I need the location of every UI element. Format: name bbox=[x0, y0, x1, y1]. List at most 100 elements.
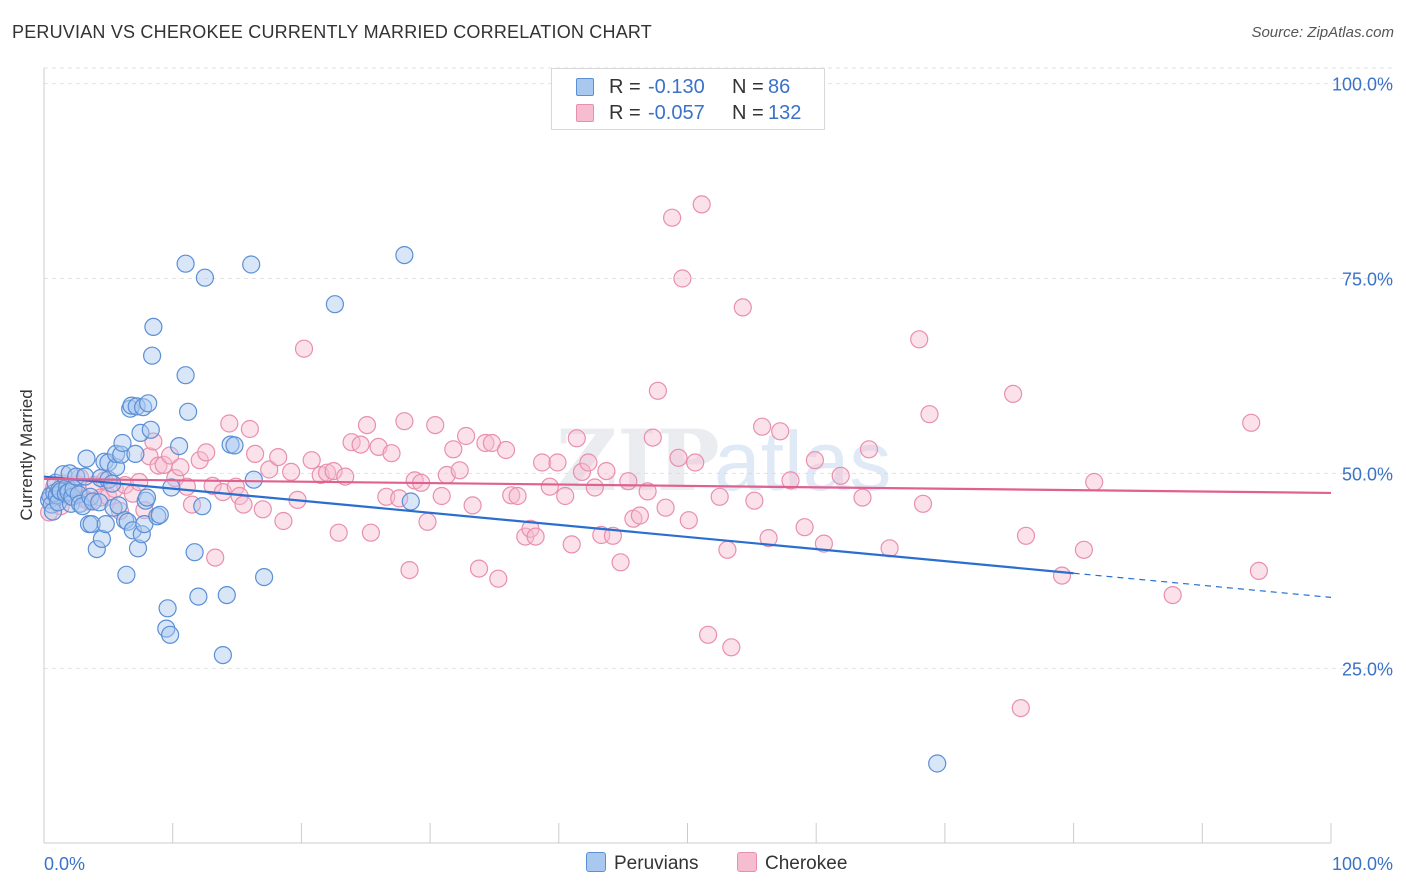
cherokee-point bbox=[648, 381, 668, 400]
cherokee-point bbox=[171, 458, 190, 477]
cherokee-point bbox=[585, 478, 604, 497]
legend-n-label: N = bbox=[732, 102, 764, 124]
cherokee-point bbox=[910, 330, 929, 349]
cherokee-point bbox=[489, 569, 508, 588]
cherokee-point bbox=[556, 486, 575, 506]
legend-n-label: N = bbox=[732, 76, 764, 98]
cherokee-point bbox=[260, 460, 279, 479]
cherokee-point bbox=[1074, 540, 1094, 559]
cherokee-point bbox=[526, 527, 545, 546]
cherokee-point bbox=[597, 462, 616, 481]
peruvian-point bbox=[144, 317, 163, 336]
cherokee-point bbox=[638, 482, 657, 501]
cherokee-point bbox=[805, 451, 825, 470]
peruvian-point bbox=[76, 467, 95, 486]
cherokee-point bbox=[722, 638, 741, 657]
peruvian-point bbox=[179, 402, 198, 421]
peruvian-point bbox=[117, 565, 136, 584]
cherokee-point bbox=[1249, 561, 1269, 581]
bottom-legend-peruvians: Peruvians bbox=[586, 852, 699, 876]
cherokee-point bbox=[920, 405, 939, 424]
cherokee-point bbox=[206, 548, 225, 567]
peruvian-point bbox=[255, 567, 274, 587]
legend-n-value: 132 bbox=[768, 102, 802, 124]
cherokee-point bbox=[603, 526, 623, 545]
cherokee-point bbox=[361, 523, 380, 542]
peruvian-point bbox=[136, 491, 155, 510]
bottom-legend-swatch-peruvians bbox=[586, 852, 606, 872]
cherokee-point bbox=[669, 448, 688, 467]
cherokee-point bbox=[1085, 472, 1104, 492]
peruvian-point bbox=[139, 394, 158, 413]
cherokee-point bbox=[508, 486, 527, 506]
cherokee-point bbox=[302, 451, 321, 470]
peruvian-point bbox=[176, 366, 195, 385]
peruvian-point bbox=[189, 587, 208, 606]
peruvian-point bbox=[193, 497, 212, 516]
cherokee-point bbox=[351, 435, 370, 454]
cherokee-point bbox=[274, 511, 293, 531]
x-axis-ticks bbox=[43, 823, 1332, 843]
cherokee-point bbox=[679, 511, 698, 530]
cherokee-point bbox=[418, 512, 437, 531]
cherokee-point bbox=[1003, 384, 1023, 403]
cherokee-point bbox=[795, 518, 814, 537]
legend-r-value: -0.057 bbox=[648, 102, 705, 124]
x-tick-label-min: 0.0% bbox=[44, 854, 85, 874]
peruvian-point bbox=[128, 539, 148, 558]
cherokee-point bbox=[130, 472, 149, 492]
peruvian-point bbox=[401, 492, 420, 511]
cherokee-point bbox=[880, 539, 899, 558]
cherokee-point bbox=[718, 540, 737, 559]
peruvian-point bbox=[161, 625, 180, 644]
cherokee-point bbox=[698, 625, 718, 644]
cherokee-point bbox=[390, 489, 409, 508]
cherokee-point bbox=[567, 429, 586, 448]
peruvian-point bbox=[137, 488, 157, 507]
cherokee-point bbox=[619, 472, 638, 491]
cherokee-point bbox=[548, 453, 567, 472]
legend-swatch-peruvians bbox=[576, 78, 594, 96]
peruvian-point bbox=[141, 420, 160, 439]
peruvian-trend-line bbox=[43, 475, 1074, 575]
watermark: ZIP atlas bbox=[556, 411, 891, 510]
cherokee-point bbox=[382, 444, 401, 463]
cherokee-point bbox=[630, 506, 650, 525]
cherokee-point bbox=[759, 528, 778, 548]
peruvian-point bbox=[92, 529, 112, 549]
cherokee-point bbox=[1016, 526, 1036, 545]
cherokee-point bbox=[692, 195, 711, 214]
chart-source: Source: ZipAtlas.com bbox=[1251, 24, 1394, 41]
cherokee-point bbox=[643, 428, 662, 447]
cherokee-point bbox=[496, 440, 516, 460]
cherokee-point bbox=[913, 494, 933, 513]
watermark-zip: ZIP bbox=[556, 411, 720, 510]
cherokee-point bbox=[444, 440, 463, 459]
cherokee-point bbox=[752, 417, 772, 436]
cherokee-point bbox=[859, 440, 879, 459]
peruvian-point bbox=[244, 470, 263, 489]
cherokee-point bbox=[853, 488, 872, 507]
cherokee-point bbox=[432, 486, 451, 506]
legend-n-value: 86 bbox=[768, 76, 791, 98]
cherokee-point bbox=[269, 448, 288, 467]
cherokee-point bbox=[282, 462, 301, 481]
chart-title: PERUVIAN VS CHEROKEE CURRENTLY MARRIED C… bbox=[12, 22, 652, 42]
peruvian-point bbox=[158, 599, 177, 618]
peruvian-point bbox=[217, 585, 236, 605]
cherokee-point bbox=[532, 453, 552, 472]
peruvian-points bbox=[39, 246, 947, 773]
cherokee-point bbox=[395, 412, 414, 431]
cherokee-point bbox=[336, 467, 355, 486]
peruvian-point bbox=[242, 255, 261, 274]
legend-swatch-cherokee bbox=[576, 104, 594, 122]
cherokee-point bbox=[814, 534, 834, 553]
cherokee-point bbox=[197, 443, 216, 462]
bottom-legend-label-peruvians: Peruvians bbox=[614, 853, 699, 874]
peruvian-point bbox=[170, 437, 189, 456]
peruvian-point bbox=[143, 346, 162, 365]
cherokee-point bbox=[781, 471, 800, 490]
peruvian-point bbox=[90, 493, 109, 512]
cherokee-point bbox=[540, 477, 559, 496]
